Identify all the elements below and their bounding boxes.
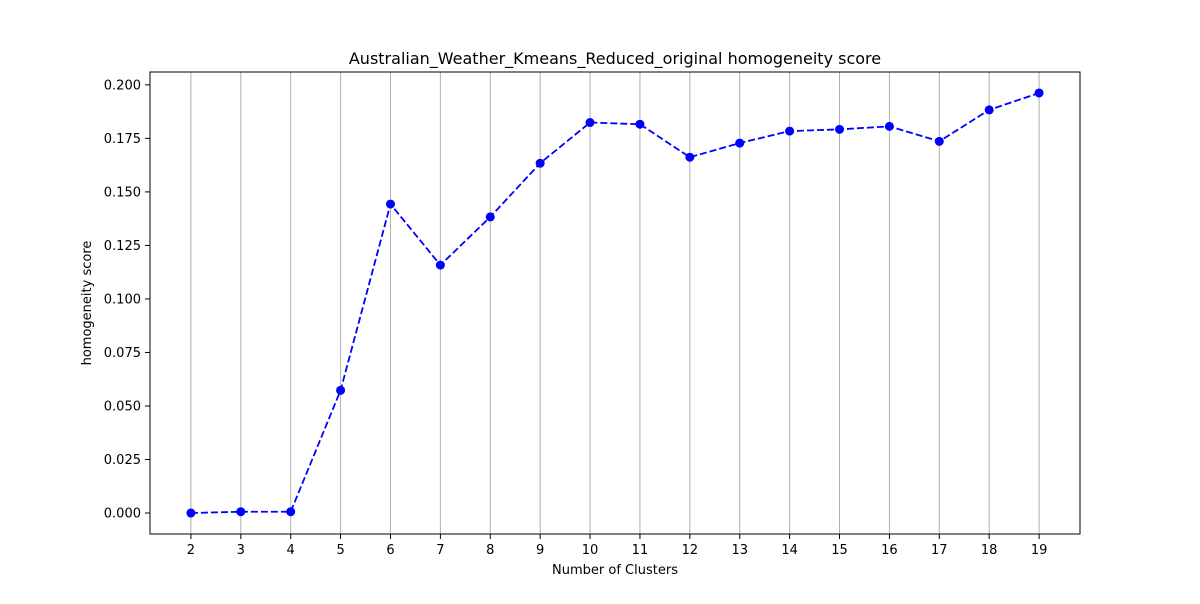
x-axis-label: Number of Clusters xyxy=(552,563,678,578)
y-tick-label: 0.000 xyxy=(104,507,141,522)
data-point xyxy=(685,152,695,162)
y-tick-label: 0.175 xyxy=(104,132,141,147)
x-tick-label: 7 xyxy=(436,543,444,558)
y-tick-label: 0.200 xyxy=(104,78,141,93)
x-tick-label: 3 xyxy=(237,543,245,558)
data-point xyxy=(186,508,196,518)
data-point xyxy=(635,119,645,129)
y-axis-label: homogeneity score xyxy=(80,241,95,366)
data-point xyxy=(1034,88,1044,98)
data-point xyxy=(884,121,894,131)
data-point xyxy=(585,118,595,128)
x-tick-label: 19 xyxy=(1031,543,1048,558)
x-tick-label: 10 xyxy=(582,543,599,558)
data-point xyxy=(785,126,795,136)
x-tick-label: 12 xyxy=(682,543,699,558)
y-tick-label: 0.075 xyxy=(104,346,141,361)
x-tick-label: 6 xyxy=(386,543,394,558)
grid-layer xyxy=(190,72,1040,534)
x-tick-label: 4 xyxy=(287,543,295,558)
data-point xyxy=(336,385,346,395)
x-tick-label: 14 xyxy=(781,543,798,558)
series-line xyxy=(190,92,1040,514)
data-point xyxy=(535,158,545,168)
data-point xyxy=(485,212,495,222)
x-tick-label: 2 xyxy=(187,543,195,558)
x-tick-label: 5 xyxy=(336,543,344,558)
data-point xyxy=(385,199,395,209)
points-layer xyxy=(186,88,1044,518)
data-point xyxy=(286,507,296,517)
data-point xyxy=(984,105,994,115)
x-tick-label: 11 xyxy=(632,543,649,558)
data-point xyxy=(435,260,445,270)
chart-title: Australian_Weather_Kmeans_Reduced_origin… xyxy=(349,49,881,69)
x-tick-label: 15 xyxy=(831,543,848,558)
data-point xyxy=(735,138,745,148)
y-ticks: 0.000 0.025 0.050 0.075 0.100 0.125 0.150 0.175… xyxy=(104,78,150,522)
x-tick-label: 16 xyxy=(881,543,898,558)
data-point xyxy=(236,507,246,517)
y-tick-label: 0.050 xyxy=(104,399,141,414)
y-tick-label: 0.150 xyxy=(104,185,141,200)
line-layer xyxy=(190,92,1040,514)
x-tick-label: 9 xyxy=(536,543,544,558)
x-tick-label: 13 xyxy=(731,543,748,558)
x-tick-label: 17 xyxy=(931,543,948,558)
x-tick-label: 8 xyxy=(486,543,494,558)
y-tick-label: 0.025 xyxy=(104,453,141,468)
data-point xyxy=(835,124,845,134)
data-point xyxy=(934,136,944,146)
y-tick-label: 0.125 xyxy=(104,239,141,254)
plot-frame xyxy=(149,71,1081,535)
x-tick-label: 18 xyxy=(981,543,998,558)
y-tick-label: 0.100 xyxy=(104,292,141,307)
x-ticks: 2 3 4 5 6 7 8 9 10 11 12 13 14 15 16 17 18 19 xyxy=(187,534,1048,558)
